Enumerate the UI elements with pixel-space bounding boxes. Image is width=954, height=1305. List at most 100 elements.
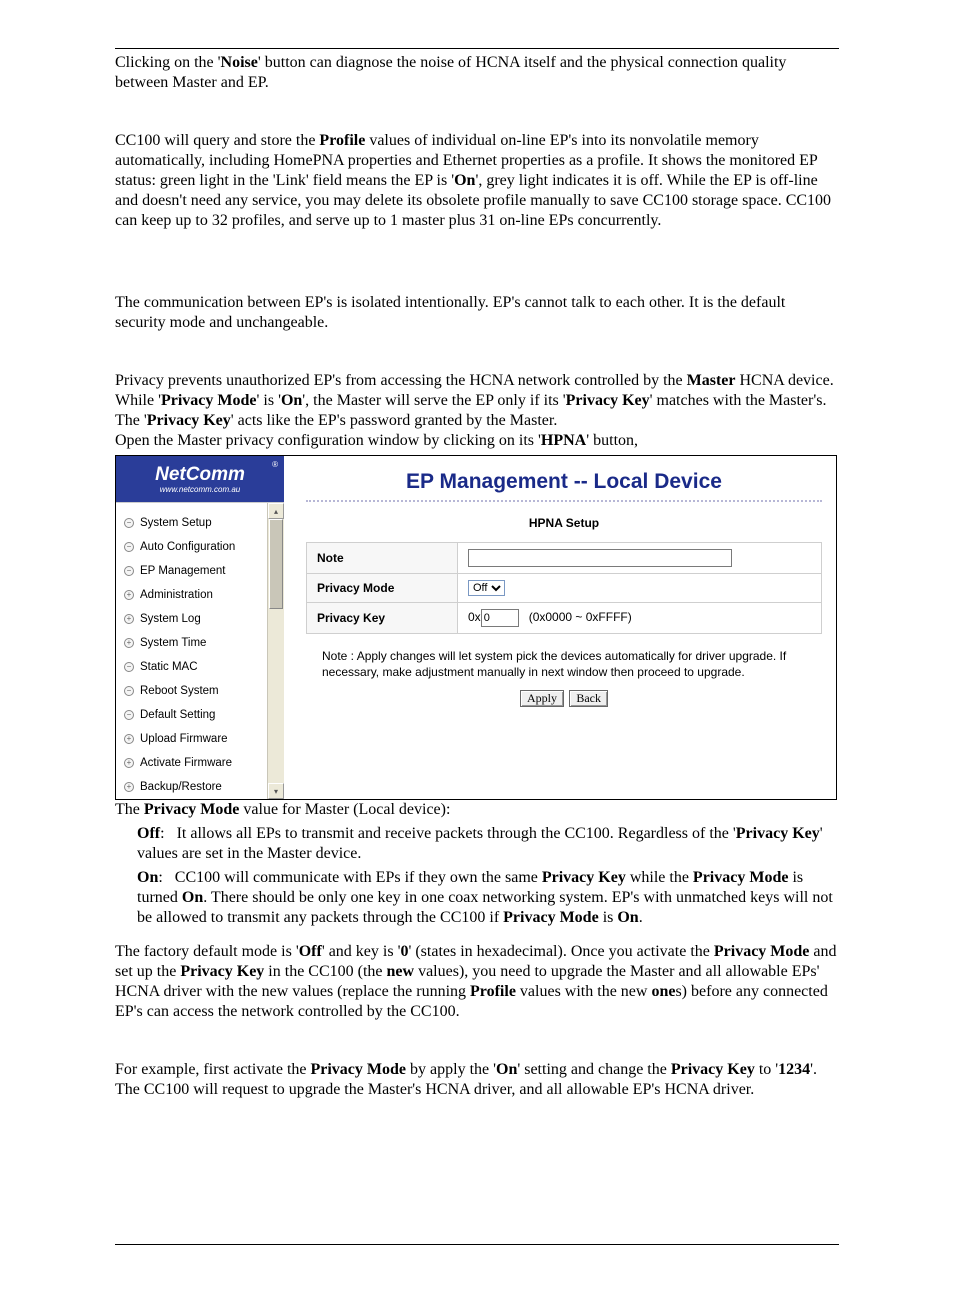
sidebar-item-label: Activate Firmware [140, 757, 232, 769]
paragraph-privacy: Privacy prevents unauthorized EP's from … [115, 371, 839, 451]
privacy-mode-select[interactable]: Off [468, 580, 505, 596]
paragraph-noise: Clicking on the 'Noise' button can diagn… [115, 53, 839, 93]
text: ', the Master will serve the EP only if … [302, 392, 565, 409]
text-bold: Profile [319, 132, 365, 149]
sidebar-item[interactable]: −EP Management [116, 559, 267, 583]
sidebar-item-label: Auto Configuration [140, 541, 235, 553]
text: while the [626, 869, 693, 886]
content-title: EP Management -- Local Device [306, 466, 822, 502]
tree-toggle-icon[interactable]: + [124, 734, 134, 744]
sidebar-item[interactable]: +Administration [116, 583, 267, 607]
text: ' acts like the EP's password granted by… [231, 412, 558, 429]
paragraph-isolation: The communication between EP's is isolat… [115, 293, 839, 333]
form-table: Note Privacy Mode Off Privacy Key 0x (0x… [306, 542, 822, 634]
pk-hint: (0x0000 ~ 0xFFFF) [529, 610, 632, 624]
text: Clicking on the ' [115, 54, 221, 71]
tree-toggle-icon[interactable]: + [124, 590, 134, 600]
text-bold: On [617, 909, 638, 926]
text-bold: Privacy Mode [144, 801, 240, 818]
sidebar-item-label: Default Setting [140, 709, 215, 721]
page: Clicking on the 'Noise' button can diagn… [0, 0, 954, 1305]
scrollbar[interactable]: ▴ ▾ [267, 503, 284, 799]
sidebar-item-label: System Time [140, 637, 206, 649]
text: by apply the ' [406, 1061, 496, 1078]
text-bold: Privacy Mode [161, 392, 257, 409]
sidebar-item[interactable]: −Default Setting [116, 703, 267, 727]
text: ' button, [586, 432, 638, 449]
sidebar-item-label: System Log [140, 613, 201, 625]
text-bold: Profile [470, 983, 516, 1000]
text: ' is ' [257, 392, 281, 409]
tree-toggle-icon[interactable]: − [124, 542, 134, 552]
text-bold: Noise [221, 54, 258, 71]
scroll-track[interactable] [268, 519, 284, 783]
note-input[interactable] [468, 549, 732, 567]
sidebar-item[interactable]: + Activate Firmware [116, 751, 267, 775]
text-bold: one [651, 983, 675, 1000]
text-bold: On [182, 889, 203, 906]
apply-button[interactable]: Apply [520, 690, 564, 707]
tree-toggle-icon[interactable]: − [124, 518, 134, 528]
sidebar-item[interactable]: +Backup/Restore [116, 775, 267, 799]
text-bold: Privacy Mode [693, 869, 789, 886]
sidebar-item[interactable]: −Auto Configuration [116, 535, 267, 559]
text: ' and key is ' [322, 943, 401, 960]
text-bold: Privacy Key [566, 392, 650, 409]
logo-url: www.netcomm.com.au [160, 485, 240, 494]
text: It allows all EPs to transmit and receiv… [177, 825, 736, 842]
row-privacy-key: Privacy Key 0x (0x0000 ~ 0xFFFF) [307, 603, 822, 634]
paragraph-example: For example, first activate the Privacy … [115, 1060, 839, 1100]
logo: ® NetComm www.netcomm.com.au [116, 456, 284, 502]
sidebar-item-label: Static MAC [140, 661, 198, 673]
ui-content: EP Management -- Local Device HPNA Setup… [284, 456, 836, 799]
back-button[interactable]: Back [569, 690, 608, 707]
text: . [639, 909, 643, 926]
text: value for Master (Local device): [239, 801, 450, 818]
button-row: Apply Back [306, 690, 822, 707]
sidebar-item[interactable]: + System Time [116, 631, 267, 655]
text: values with the new [516, 983, 652, 1000]
sidebar-item-label: EP Management [140, 565, 225, 577]
text: ' (states in hexadecimal). Once you acti… [408, 943, 713, 960]
tree-toggle-icon[interactable]: + [124, 782, 134, 792]
content-subhead: HPNA Setup [306, 516, 822, 530]
text-bold: Privacy Key [671, 1061, 755, 1078]
sidebar-item[interactable]: +Upload Firmware [116, 727, 267, 751]
tree-toggle-icon[interactable]: − [124, 710, 134, 720]
text-bold: Off [137, 825, 160, 842]
cell-note [458, 543, 822, 574]
tree-toggle-icon[interactable]: + [124, 614, 134, 624]
tree-toggle-icon[interactable]: − [124, 662, 134, 672]
tree-toggle-icon[interactable]: + [124, 758, 134, 768]
list-item-off: Off: It allows all EPs to transmit and r… [115, 824, 839, 864]
sidebar-item[interactable]: −Reboot System [116, 679, 267, 703]
tree-toggle-icon[interactable]: − [124, 566, 134, 576]
paragraph-profile: CC100 will query and store the Profile v… [115, 131, 839, 231]
label-privacy-key: Privacy Key [307, 603, 458, 634]
text: Open the Master privacy configuration wi… [115, 432, 541, 449]
tree-toggle-icon[interactable]: + [124, 638, 134, 648]
tree-toggle-icon[interactable]: − [124, 686, 134, 696]
sidebar-scroll: −System Setup−Auto Configuration−EP Mana… [116, 502, 284, 799]
privacy-key-input[interactable] [481, 609, 519, 627]
sidebar-item-label: System Setup [140, 517, 212, 529]
text: is [599, 909, 618, 926]
rule-bottom [115, 1244, 839, 1245]
sidebar-item[interactable]: + System Log [116, 607, 267, 631]
logo-reg: ® [272, 460, 278, 469]
rule-top [115, 48, 839, 49]
scroll-up-icon[interactable]: ▴ [268, 503, 284, 519]
scroll-down-icon[interactable]: ▾ [268, 783, 284, 799]
text-bold: 1234 [778, 1061, 810, 1078]
text-bold: On [137, 869, 158, 886]
text-bold: Master [687, 372, 736, 389]
text: Privacy prevents unauthorized EP's from … [115, 372, 687, 389]
form-note: Note : Apply changes will let system pic… [322, 648, 806, 680]
scroll-thumb[interactable] [269, 519, 283, 609]
sidebar-item[interactable]: −System Setup [116, 511, 267, 535]
text-bold: Privacy Key [542, 869, 626, 886]
paragraph-mode-values: The Privacy Mode value for Master (Local… [115, 800, 839, 820]
text: . There should be only one key in one co… [137, 889, 833, 926]
pk-prefix: 0x [468, 610, 481, 624]
sidebar-item[interactable]: −Static MAC [116, 655, 267, 679]
